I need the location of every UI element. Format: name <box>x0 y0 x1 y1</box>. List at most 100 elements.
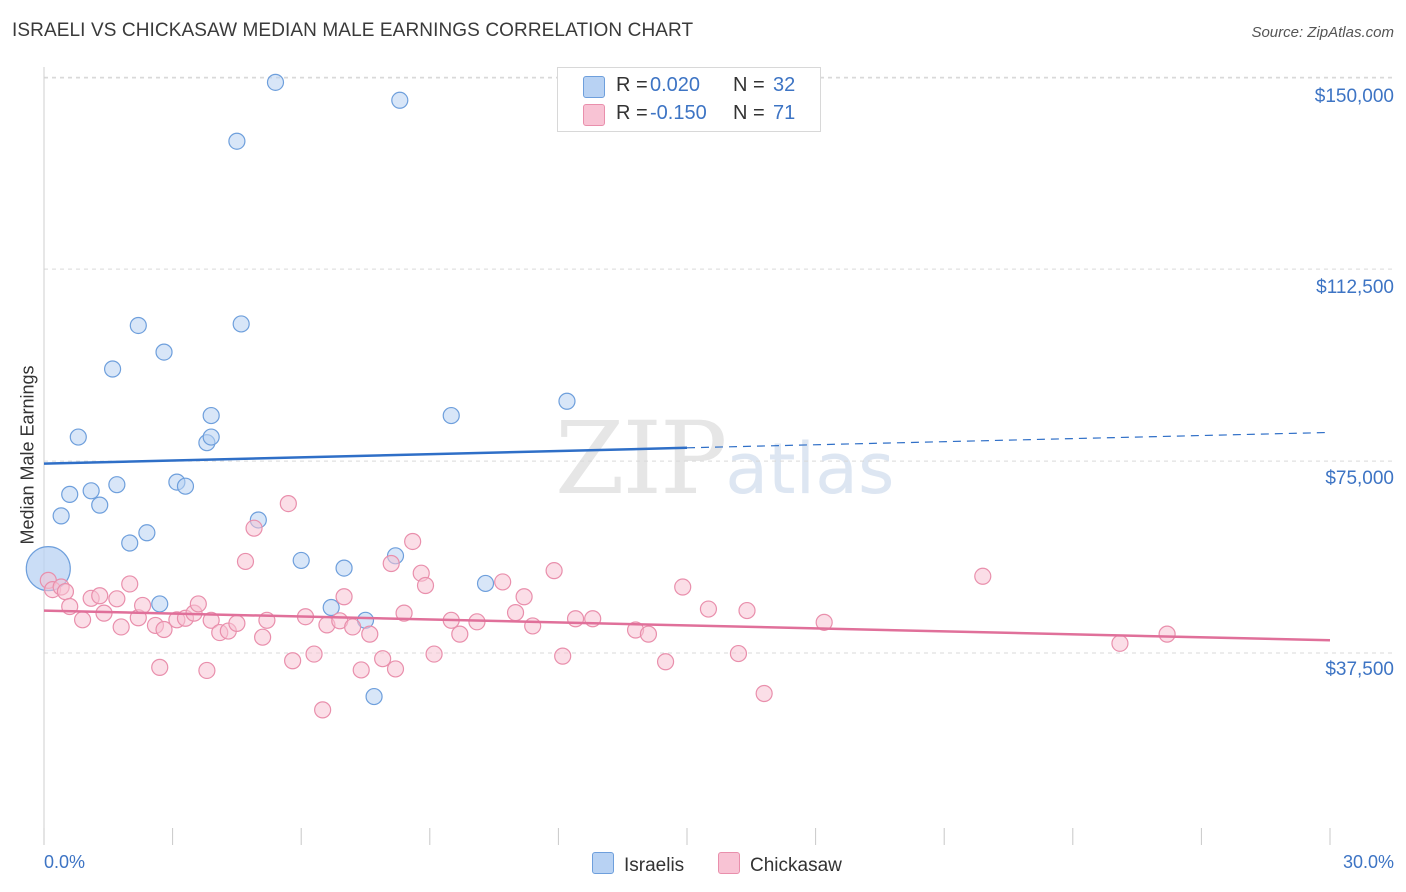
point-chickasaw <box>425 645 443 663</box>
point-chickasaw <box>545 562 563 580</box>
bottom-legend-chickasaw: Chickasaw <box>718 852 842 877</box>
point-israelis <box>442 406 460 425</box>
point-chickasaw <box>189 595 207 613</box>
legend-r-label: R = <box>616 74 648 96</box>
x-tick-label: 30.0% <box>1342 852 1394 872</box>
point-chickasaw <box>133 596 152 615</box>
point-chickasaw <box>729 644 748 663</box>
point-chickasaw <box>151 658 169 676</box>
point-chickasaw <box>56 583 75 601</box>
legend-swatch-israelis <box>583 76 605 98</box>
point-chickasaw <box>108 590 126 608</box>
correlation-legend: R = 0.020 N = 32 R = -0.150 N = 71 <box>557 67 821 132</box>
point-chickasaw <box>395 604 413 622</box>
point-chickasaw <box>566 610 585 628</box>
point-chickasaw <box>236 552 255 571</box>
point-chickasaw <box>254 628 272 646</box>
point-chickasaw <box>1111 634 1129 652</box>
point-chickasaw <box>755 684 773 703</box>
legend-swatch-chickasaw <box>718 852 740 874</box>
trend-line-chickasaw <box>43 609 1331 642</box>
point-chickasaw <box>314 701 332 719</box>
point-chickasaw <box>198 661 216 680</box>
point-chickasaw <box>699 600 718 618</box>
point-chickasaw <box>374 650 392 668</box>
point-israelis <box>91 496 109 514</box>
point-chickasaw <box>73 611 92 629</box>
legend-n-value: 71 <box>773 102 796 124</box>
point-israelis <box>52 507 70 525</box>
point-chickasaw <box>121 575 139 593</box>
point-chickasaw <box>639 625 658 643</box>
point-israelis <box>228 132 246 150</box>
point-israelis <box>155 343 173 361</box>
point-chickasaw <box>815 613 833 631</box>
point-chickasaw <box>352 661 370 679</box>
legend-n-label: N = <box>733 74 765 96</box>
watermark-atlas: atlas <box>725 428 895 510</box>
point-israelis <box>103 360 122 378</box>
trend-line-israelis-extension <box>686 431 1331 449</box>
point-chickasaw <box>382 554 400 573</box>
legend-n-value: 32 <box>773 74 796 96</box>
point-chickasaw <box>284 652 302 670</box>
legend-swatch-chickasaw <box>583 104 605 126</box>
x-tick-label: 0.0% <box>44 852 86 872</box>
point-chickasaw <box>202 611 220 629</box>
point-israelis <box>129 316 147 335</box>
legend-r-value: 0.020 <box>650 74 701 96</box>
point-chickasaw <box>451 625 469 643</box>
watermark: ZIPatlas <box>555 400 894 517</box>
point-chickasaw <box>112 618 130 636</box>
point-chickasaw <box>515 588 533 606</box>
trend-line-israelis <box>43 446 688 465</box>
point-israelis <box>82 482 100 500</box>
point-chickasaw <box>416 576 435 595</box>
point-israelis <box>322 598 340 617</box>
point-israelis <box>176 477 195 495</box>
point-chickasaw <box>656 653 675 671</box>
y-tick-label: $37,500 <box>1325 659 1394 680</box>
point-chickasaw <box>494 573 512 591</box>
point-chickasaw <box>386 660 405 678</box>
point-israelis <box>232 315 250 333</box>
point-israelis <box>335 559 353 577</box>
point-chickasaw <box>245 519 263 537</box>
point-israelis <box>391 91 409 109</box>
point-israelis <box>292 551 310 570</box>
point-israelis <box>365 687 383 706</box>
bottom-legend-israelis: Israelis <box>592 852 684 877</box>
point-chickasaw <box>155 620 173 639</box>
point-chickasaw <box>1158 625 1176 643</box>
point-chickasaw <box>506 604 525 622</box>
point-chickasaw <box>305 645 323 663</box>
legend-swatch-israelis <box>592 852 614 874</box>
point-chickasaw <box>524 617 542 635</box>
point-israelis <box>558 392 576 410</box>
point-israelis <box>476 574 495 593</box>
point-chickasaw <box>674 578 692 596</box>
legend-r-label: R = <box>616 102 648 124</box>
point-israelis <box>138 524 156 542</box>
legend-r-value: -0.150 <box>650 102 707 124</box>
point-israelis <box>266 73 285 91</box>
legend-n-label: N = <box>733 102 765 124</box>
y-tick-label: $112,500 <box>1316 277 1394 298</box>
point-chickasaw <box>554 647 572 665</box>
point-chickasaw <box>228 614 246 632</box>
point-israelis <box>202 428 220 446</box>
point-chickasaw <box>738 601 756 620</box>
point-chickasaw <box>279 495 297 513</box>
point-israelis <box>69 428 87 446</box>
point-chickasaw <box>335 588 353 606</box>
source-label: Source: ZipAtlas.com <box>1251 24 1394 41</box>
point-chickasaw <box>404 532 422 551</box>
point-chickasaw <box>344 618 362 636</box>
point-chickasaw <box>974 567 992 585</box>
point-israelis <box>151 595 169 613</box>
chart-title: ISRAELI VS CHICKASAW MEDIAN MALE EARNING… <box>12 20 694 41</box>
point-israelis <box>202 406 220 425</box>
point-chickasaw <box>91 587 109 605</box>
legend-label-israelis: Israelis <box>624 855 685 876</box>
